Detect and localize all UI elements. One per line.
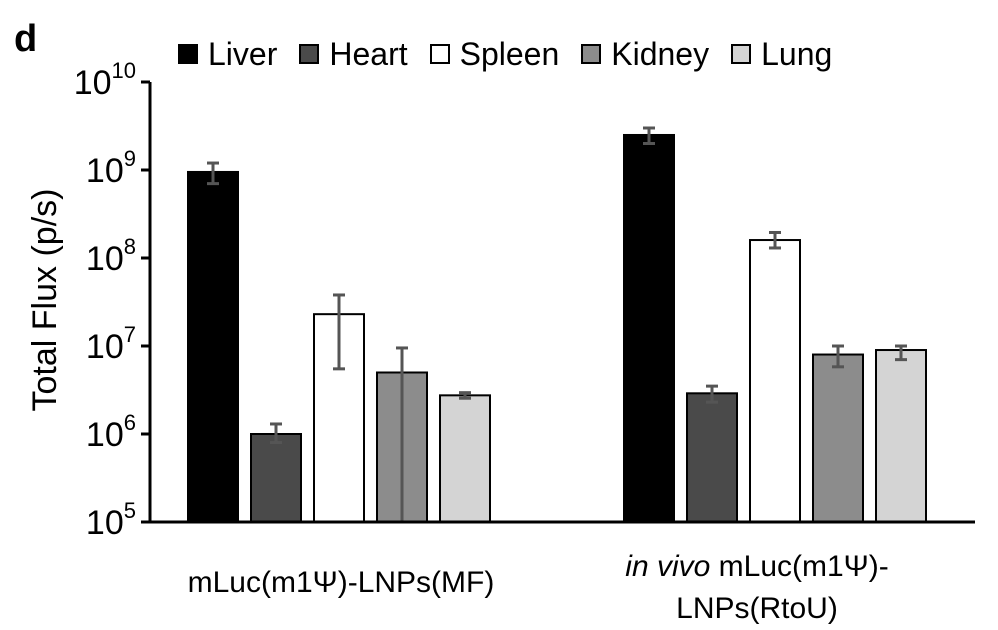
y-tick-label-5: 105 — [86, 498, 136, 542]
legend-item-kidney: Kidney — [581, 38, 709, 70]
panel-letter: d — [14, 18, 38, 60]
legend-label-liver: Liver — [208, 36, 278, 72]
legend-item-spleen: Spleen — [429, 36, 560, 72]
bar-spleen-group-2 — [749, 239, 801, 523]
bar-kidney-group-2 — [812, 353, 864, 523]
legend-item-heart: Heart — [299, 36, 408, 72]
legend-item-liver: Liver — [178, 38, 277, 70]
x-category-label-rtou: in vivo mLuc(m1Ψ)- LNPs(RtoU) — [625, 546, 888, 630]
bar-heart-group-2 — [686, 392, 738, 524]
x-category-label-mf: mLuc(m1Ψ)-LNPs(MF) — [188, 562, 495, 604]
y-tick-label-8: 108 — [86, 234, 136, 278]
legend-label-spleen: Spleen — [459, 36, 560, 72]
bar-lung-group-2 — [875, 349, 927, 524]
legend-swatch-kidney — [581, 44, 602, 64]
bar-lung-group-1 — [439, 394, 491, 523]
y-tick-label-6: 106 — [86, 410, 136, 454]
legend-swatch-lung — [731, 44, 752, 64]
bar-heart-group-1 — [250, 433, 302, 523]
bar-liver-group-2 — [623, 133, 675, 523]
legend-swatch-heart — [299, 44, 320, 64]
legend-swatch-spleen — [429, 44, 450, 64]
x-category-label-rtou-line2: LNPs(RtoU) — [676, 592, 838, 625]
legend-item-lung: Lung — [731, 38, 832, 70]
x-category-label-rtou-line1: in vivo mLuc(m1Ψ)- — [625, 546, 888, 588]
x-category-label-mf-text: mLuc(m1Ψ)-LNPs(MF) — [187, 566, 495, 599]
legend: Liver Heart Spleen Kidney Lung — [178, 34, 854, 74]
y-tick-label-7: 107 — [86, 322, 136, 366]
legend-label-lung: Lung — [761, 36, 833, 72]
legend-label-kidney: Kidney — [611, 36, 710, 72]
y-tick-label-10: 1010 — [74, 58, 136, 102]
x-category-label-rtou-italic: in vivo — [625, 550, 711, 583]
y-tick-label-9: 109 — [86, 146, 136, 190]
x-category-label-rtou-text: mLuc(m1Ψ)- — [710, 550, 889, 583]
x-category-label-mf-line1: mLuc(m1Ψ)-LNPs(MF) — [188, 562, 495, 604]
legend-swatch-liver — [178, 44, 198, 64]
legend-label-heart: Heart — [329, 36, 408, 72]
bar-liver-group-1 — [187, 170, 239, 523]
